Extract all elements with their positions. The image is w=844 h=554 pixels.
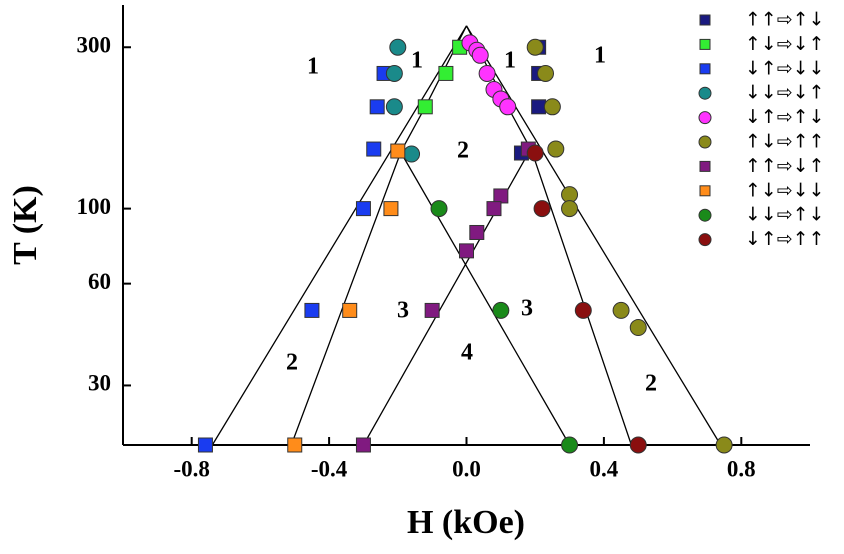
marker <box>531 99 547 115</box>
marker <box>526 144 544 162</box>
legend-label: ↑↓⇨↑↑ <box>745 131 825 153</box>
marker <box>197 437 213 453</box>
y-axis-title: T (K) <box>7 185 44 265</box>
y-tick-label: 60 <box>88 269 111 294</box>
marker <box>543 98 561 116</box>
region-label: 4 <box>461 340 473 366</box>
boundary-line <box>211 25 468 446</box>
marker <box>383 201 399 217</box>
legend-label: ↑↓⇨↓↓ <box>745 179 825 201</box>
legend-marker <box>698 233 712 247</box>
legend-marker <box>698 208 712 222</box>
marker <box>424 302 440 318</box>
marker <box>390 143 406 159</box>
marker <box>612 301 630 319</box>
legend-label: ↓↑⇨↑↓ <box>745 106 825 128</box>
legend-label: ↓↑⇨↑↑ <box>745 228 825 250</box>
legend-label: ↓↑⇨↓↓ <box>745 57 825 79</box>
legend-marker <box>699 14 711 26</box>
marker <box>438 65 454 81</box>
x-axis-title: H (kOe) <box>407 504 525 541</box>
y-tick-label: 30 <box>88 371 111 396</box>
marker <box>385 64 403 82</box>
legend-marker <box>699 63 711 75</box>
marker <box>499 98 517 116</box>
marker <box>493 188 509 204</box>
marker <box>574 301 592 319</box>
marker <box>287 437 303 453</box>
marker <box>304 302 320 318</box>
marker <box>486 201 502 217</box>
legend-marker <box>699 38 711 50</box>
marker <box>547 140 565 158</box>
marker <box>561 436 579 454</box>
marker <box>366 141 382 157</box>
x-tick-label: 0.8 <box>727 456 756 481</box>
region-label: 1 <box>307 54 319 80</box>
legend-label: ↑↓⇨↓↑ <box>745 33 825 55</box>
marker <box>561 200 579 218</box>
marker <box>417 99 433 115</box>
marker <box>629 436 647 454</box>
region-label: 1 <box>504 48 516 74</box>
marker <box>492 301 510 319</box>
marker <box>355 437 371 453</box>
y-tick-label: 100 <box>77 194 112 219</box>
marker <box>629 319 647 337</box>
legend-marker <box>698 86 712 100</box>
region-label: 2 <box>645 371 657 397</box>
x-tick-label: 0.0 <box>452 456 481 481</box>
x-tick-label: -0.8 <box>173 456 209 481</box>
marker <box>537 64 555 82</box>
region-label: 1 <box>594 43 606 69</box>
legend-marker <box>698 135 712 149</box>
legend-label: ↓↓⇨↓↑ <box>745 82 825 104</box>
marker <box>355 201 371 217</box>
legend-label: ↑↑⇨↑↓ <box>745 9 825 31</box>
marker <box>469 224 485 240</box>
marker <box>533 200 551 218</box>
region-label: 3 <box>397 298 409 324</box>
x-tick-label: 0.4 <box>590 456 619 481</box>
marker <box>389 38 407 56</box>
boundary-line <box>397 146 571 446</box>
marker <box>715 436 733 454</box>
legend-label: ↑↑⇨↓↑ <box>745 155 825 177</box>
region-label: 2 <box>457 138 469 164</box>
boundary-line <box>290 25 468 446</box>
marker <box>459 243 474 259</box>
marker <box>385 98 403 116</box>
x-tick-label: -0.4 <box>311 456 348 481</box>
boundary-line <box>465 25 722 446</box>
legend-marker <box>699 185 711 197</box>
marker <box>342 302 358 318</box>
legend-label: ↓↓⇨↑↓ <box>745 204 825 226</box>
marker <box>403 145 421 163</box>
marker <box>430 200 448 218</box>
marker <box>369 99 385 115</box>
y-tick-label: 300 <box>77 33 112 58</box>
marker <box>478 64 496 82</box>
legend-marker <box>698 111 712 125</box>
region-label: 3 <box>521 296 533 322</box>
region-label: 1 <box>411 48 423 74</box>
region-label: 2 <box>286 350 298 376</box>
marker <box>471 46 489 64</box>
marker <box>526 38 544 56</box>
legend-marker <box>699 160 711 172</box>
